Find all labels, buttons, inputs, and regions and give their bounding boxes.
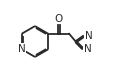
Text: O: O — [55, 14, 63, 24]
Text: N: N — [18, 44, 25, 54]
Text: N: N — [85, 31, 93, 41]
Text: N: N — [84, 44, 91, 54]
